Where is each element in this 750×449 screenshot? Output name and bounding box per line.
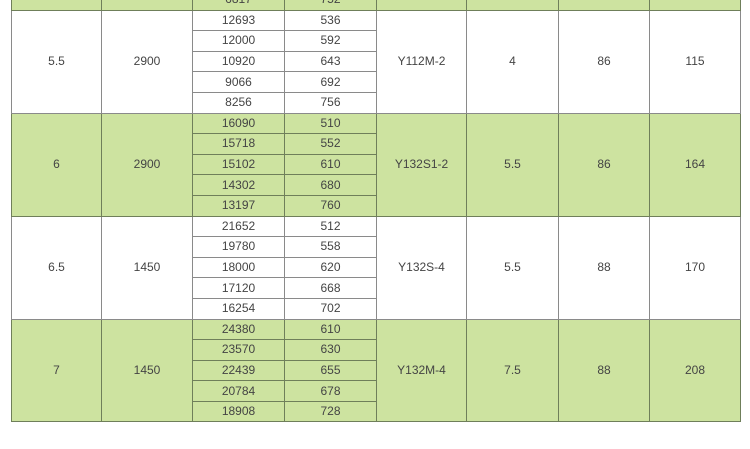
- speed-cell: 1450: [101, 318, 193, 423]
- value-cell: 86: [558, 9, 650, 114]
- cell: [11, 0, 102, 11]
- table-row: 6.5 1450 21652 512 Y132S-4 5.5 88 170: [11, 215, 741, 320]
- value-cell: 164: [649, 112, 741, 217]
- cell: [466, 0, 559, 11]
- cell: [101, 0, 193, 11]
- fan-spec-table-container: 6817 752 5.5290012693536Y112M-2486115120…: [11, 0, 741, 423]
- head-cell: 512: [284, 215, 377, 238]
- motor-model-cell: Y132M-4: [376, 318, 467, 423]
- head-cell: 536: [284, 9, 377, 32]
- table-row: 5.5 2900 12693 536 Y112M-2 4 86 115: [11, 9, 741, 114]
- head-cell: 702: [284, 297, 377, 320]
- table-row: 16254 702: [12, 297, 741, 320]
- value-cell: 88: [558, 318, 650, 423]
- flow-cell: 15718: [192, 133, 285, 155]
- flow-cell: 18908: [192, 400, 285, 423]
- flow-cell: 16090: [192, 112, 285, 135]
- head-cell: 592: [284, 30, 377, 52]
- flow-cell: 12693: [192, 9, 285, 32]
- flow-cell: 23570: [192, 339, 285, 361]
- motor-model-cell: Y132S-4: [376, 215, 467, 320]
- fan-spec-table: 6817 752 5.5290012693536Y112M-2486115120…: [11, 0, 741, 423]
- flow-cell: 18000: [192, 256, 285, 279]
- table-row: 23570 630: [12, 339, 741, 361]
- head-cell: 756: [284, 91, 377, 114]
- head-cell: 668: [284, 277, 377, 299]
- power-cell: 6: [11, 112, 102, 217]
- head-cell: 680: [284, 174, 377, 196]
- power-cell: 7: [11, 318, 102, 423]
- head-cell: 552: [284, 133, 377, 155]
- power-cell: 5.5: [11, 9, 102, 114]
- table-row: 15102 610: [12, 153, 741, 176]
- value-cell: 4: [466, 9, 559, 114]
- flow-cell: 8256: [192, 91, 285, 114]
- flow-cell: 9066: [192, 71, 285, 93]
- speed-cell: 2900: [101, 9, 193, 114]
- flow-cell: 15102: [192, 153, 285, 176]
- flow-cell: 19780: [192, 236, 285, 258]
- table-row: 14302 680: [12, 174, 741, 196]
- table-row: 7 1450 24380 610 Y132M-4 7.5 88 208: [11, 318, 741, 423]
- flow-cell: 17120: [192, 277, 285, 299]
- flow-cell: 12000: [192, 30, 285, 52]
- head-cell: 610: [284, 153, 377, 176]
- head-cell: 620: [284, 256, 377, 279]
- table-row: 17120 668: [12, 277, 741, 299]
- table-row: 15718 552: [12, 133, 741, 155]
- flow-cell: 21652: [192, 215, 285, 238]
- value-cell: 86: [558, 112, 650, 217]
- value-cell: 5.5: [466, 112, 559, 217]
- head-cell: 678: [284, 380, 377, 402]
- head-cell: 692: [284, 71, 377, 93]
- cell: [376, 0, 467, 11]
- value-cell: 208: [649, 318, 741, 423]
- flow-cell: 14302: [192, 174, 285, 196]
- table-row: 20784 678: [12, 380, 741, 402]
- table-row: 22439 655: [12, 359, 741, 382]
- head-cell: 630: [284, 339, 377, 361]
- value-cell: 5.5: [466, 215, 559, 320]
- motor-model-cell: Y112M-2: [376, 9, 467, 114]
- head-cell: 510: [284, 112, 377, 135]
- speed-cell: 1450: [101, 215, 193, 320]
- table-row: 9066 692: [12, 71, 741, 93]
- head-cell: 760: [284, 194, 377, 217]
- head-cell: 610: [284, 318, 377, 341]
- table-row-partial: 6817 752: [11, 0, 741, 11]
- flow-cell: 24380: [192, 318, 285, 341]
- power-cell: 6.5: [11, 215, 102, 320]
- head-cell: 643: [284, 50, 377, 73]
- flow-cell: 10920: [192, 50, 285, 73]
- value-cell: 88: [558, 215, 650, 320]
- value-cell: 170: [649, 215, 741, 320]
- motor-model-cell: Y132S1-2: [376, 112, 467, 217]
- table-row: 6 2900 16090 510 Y132S1-2 5.5 86 164: [11, 112, 741, 217]
- cell: [558, 0, 650, 11]
- flow-cell: 13197: [192, 194, 285, 217]
- head-cell: 728: [284, 400, 377, 423]
- cell: [649, 0, 741, 11]
- flow-cell: 6817: [192, 0, 285, 11]
- flow-cell: 20784: [192, 380, 285, 402]
- flow-cell: 16254: [192, 297, 285, 320]
- head-cell: 558: [284, 236, 377, 258]
- table-row: 18908 728: [12, 400, 741, 423]
- speed-cell: 2900: [101, 112, 193, 217]
- head-cell: 752: [284, 0, 377, 11]
- head-cell: 655: [284, 359, 377, 382]
- value-cell: 115: [649, 9, 741, 114]
- value-cell: 7.5: [466, 318, 559, 423]
- flow-cell: 22439: [192, 359, 285, 382]
